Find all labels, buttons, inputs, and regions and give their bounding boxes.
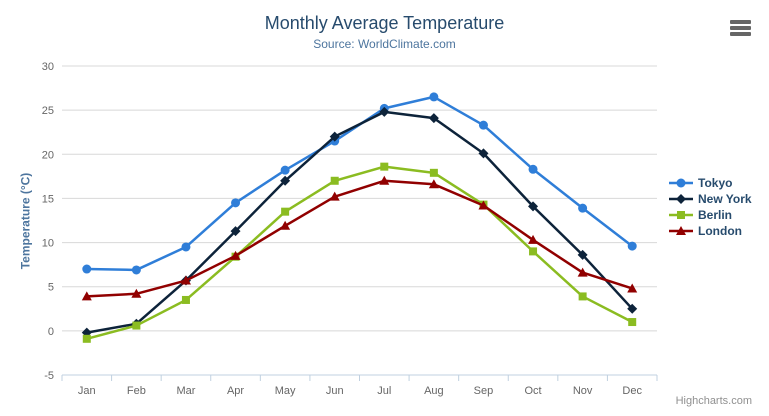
hamburger-bar bbox=[730, 32, 751, 36]
data-point-marker bbox=[379, 175, 390, 185]
data-point-marker bbox=[281, 207, 290, 216]
data-point-marker bbox=[230, 226, 241, 237]
data-point-marker bbox=[181, 242, 191, 252]
y-axis-title: Temperature (°C) bbox=[18, 172, 32, 269]
legend-marker bbox=[676, 194, 686, 204]
export-menu-button[interactable] bbox=[730, 20, 751, 36]
hamburger-bar bbox=[730, 26, 751, 30]
data-point-marker bbox=[280, 165, 290, 175]
data-point-marker bbox=[627, 241, 637, 251]
y-axis-title-wrap: Temperature (°C) bbox=[13, 66, 37, 375]
x-axis-label: Sep bbox=[474, 385, 494, 397]
series-line bbox=[85, 110, 634, 334]
x-axis-label: Dec bbox=[622, 385, 642, 397]
series-tokyo bbox=[82, 92, 637, 275]
triangle-legend-marker-icon bbox=[669, 226, 693, 235]
x-axis-label: Aug bbox=[424, 385, 444, 397]
data-point-marker bbox=[230, 250, 241, 260]
y-axis-label: 10 bbox=[42, 238, 54, 250]
data-point-marker bbox=[131, 288, 142, 298]
y-axis-label: 0 bbox=[48, 326, 54, 338]
x-axis-label: Mar bbox=[176, 385, 195, 397]
data-point-marker bbox=[528, 164, 538, 174]
data-point-marker bbox=[478, 148, 489, 159]
data-point-marker bbox=[132, 321, 141, 330]
data-point-marker bbox=[529, 247, 538, 256]
series-line bbox=[85, 95, 634, 272]
legend-marker bbox=[676, 226, 686, 235]
legend-label: Tokyo bbox=[698, 176, 733, 190]
legend-marker bbox=[676, 178, 686, 188]
data-point-marker bbox=[428, 113, 439, 124]
chart-title: Monthly Average Temperature bbox=[264, 13, 505, 33]
legend-label: New York bbox=[698, 192, 752, 206]
legend-item-london[interactable]: London bbox=[669, 223, 752, 239]
data-point-marker bbox=[181, 295, 190, 304]
y-axis-label: 20 bbox=[42, 149, 54, 161]
series-line bbox=[85, 165, 634, 341]
legend: Tokyo New York Berlin London bbox=[669, 175, 752, 239]
legend-label: London bbox=[698, 224, 742, 238]
data-point-marker bbox=[429, 92, 439, 102]
data-point-marker bbox=[478, 200, 489, 210]
series-line bbox=[85, 179, 634, 298]
x-axis-label: Jan bbox=[78, 385, 96, 397]
y-axis-label: -5 bbox=[44, 370, 54, 382]
data-point-marker bbox=[429, 168, 438, 177]
data-point-marker bbox=[577, 267, 588, 277]
data-point-marker bbox=[180, 275, 191, 285]
data-point-marker bbox=[578, 203, 588, 213]
data-point-marker bbox=[329, 131, 340, 142]
y-axis-label: 30 bbox=[42, 61, 54, 73]
data-point-marker bbox=[428, 179, 439, 189]
data-point-marker bbox=[329, 191, 340, 201]
x-axis-label: Apr bbox=[227, 385, 244, 397]
data-point-marker bbox=[628, 318, 637, 327]
y-axis-label: 5 bbox=[48, 282, 54, 294]
data-point-marker bbox=[478, 120, 488, 130]
x-axis-label: Feb bbox=[127, 385, 146, 397]
legend-marker bbox=[677, 211, 685, 219]
x-axis-label: Jul bbox=[377, 385, 391, 397]
series-new-york bbox=[81, 106, 638, 338]
data-point-marker bbox=[330, 176, 339, 185]
legend-item-berlin[interactable]: Berlin bbox=[669, 207, 752, 223]
square-legend-marker-icon bbox=[669, 211, 693, 219]
data-point-marker bbox=[131, 265, 141, 275]
x-axis-label: Jun bbox=[326, 385, 344, 397]
data-point-marker bbox=[231, 198, 241, 208]
data-point-marker bbox=[82, 334, 91, 343]
data-point-marker bbox=[627, 283, 638, 293]
data-point-marker bbox=[81, 291, 92, 301]
data-point-marker bbox=[528, 201, 539, 212]
x-axis-label: Oct bbox=[524, 385, 541, 397]
data-point-marker bbox=[380, 162, 389, 171]
circle-legend-marker-icon bbox=[669, 178, 693, 188]
chart-subtitle: Source: WorldClimate.com bbox=[313, 37, 456, 51]
data-point-marker bbox=[627, 303, 638, 314]
diamond-legend-marker-icon bbox=[669, 194, 693, 204]
series-london bbox=[81, 175, 638, 301]
data-point-marker bbox=[528, 234, 539, 244]
y-axis-label: 25 bbox=[42, 105, 54, 117]
data-point-marker bbox=[280, 220, 291, 230]
x-axis-label: May bbox=[275, 385, 296, 397]
credits-link[interactable]: Highcharts.com bbox=[675, 395, 752, 407]
data-point-marker bbox=[577, 249, 588, 260]
x-axis-label: Nov bbox=[573, 385, 593, 397]
legend-item-new-york[interactable]: New York bbox=[669, 191, 752, 207]
y-axis-label: 15 bbox=[42, 193, 54, 205]
hamburger-bar bbox=[730, 20, 751, 24]
legend-item-tokyo[interactable]: Tokyo bbox=[669, 175, 752, 191]
legend-label: Berlin bbox=[698, 208, 733, 222]
data-point-marker bbox=[578, 292, 587, 301]
data-point-marker bbox=[379, 106, 390, 117]
data-point-marker bbox=[280, 175, 291, 186]
data-point-marker bbox=[82, 264, 92, 274]
